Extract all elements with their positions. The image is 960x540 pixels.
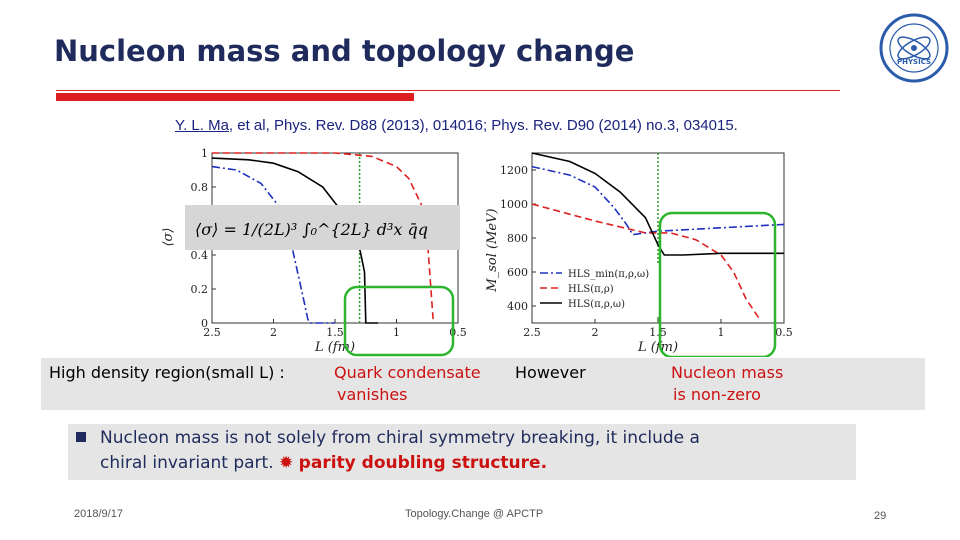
y-tick-label: 1 — [201, 147, 208, 160]
x-tick-label: 2.5 — [203, 326, 221, 339]
x-tick-label: 2.5 — [523, 326, 541, 339]
quark-condensate-text: Quark condensate — [334, 363, 481, 382]
legend-label: HLS_min(π,ρ,ω) — [568, 269, 649, 280]
x-tick-label: 1 — [393, 326, 400, 339]
condensate-formula: ⟨σ⟩ = 1/(2L)³ ∫₀^{2L} d³x q̄q — [195, 220, 428, 239]
y-tick-label: 800 — [507, 232, 528, 245]
conclusion-line-1: Nucleon mass is not solely from chiral s… — [100, 428, 700, 448]
x-tick-label: 1.5 — [649, 326, 667, 339]
footer-date: 2018/9/17 — [74, 508, 123, 520]
figure-panels: 2.521.510.500.20.40.60.81L (fm)⟨σ⟩ 2.521… — [161, 147, 793, 357]
highlight-band: High density region(small L) : Quark con… — [41, 358, 925, 410]
y-tick-label: 400 — [507, 300, 528, 313]
y-tick-label: 1200 — [500, 164, 528, 177]
legend-box — [536, 263, 674, 315]
x-tick-label: 2 — [270, 326, 277, 339]
however-text: However — [515, 363, 586, 382]
non-zero-text: is non-zero — [673, 385, 761, 404]
x-tick-label: 1.5 — [326, 326, 344, 339]
footer-center: Topology.Change @ APCTP — [405, 508, 544, 520]
y-tick-label: 1000 — [500, 198, 528, 211]
y-axis-label: M_sol (MeV) — [485, 208, 500, 292]
logo-center-text: PHYSICS — [897, 58, 931, 66]
chiral-invariant-text: chiral invariant part. — [100, 453, 274, 473]
reference-details: , et al, Phys. Rev. D88 (2013), 014016; … — [228, 117, 738, 134]
y-tick-label: 0.8 — [191, 181, 209, 194]
series-line-1 — [531, 203, 760, 319]
title-rule-red — [56, 93, 414, 101]
page-number: 29 — [874, 510, 887, 522]
legend-label: HLS(π,ρ,ω) — [568, 299, 625, 310]
x-tick-label: 2 — [592, 326, 599, 339]
series-line-2 — [211, 165, 335, 324]
y-axis-label: ⟨σ⟩ — [161, 227, 176, 246]
slide-title: Nucleon mass and topology change — [54, 34, 635, 68]
chart-nucleon-mass: 2.5 2 1.5 1 0.5 400 600 800 1000 1200 L (fm) M_sol … — [485, 152, 793, 355]
reference-citation: Y. L. Ma, et al, Phys. Rev. D88 (2013), … — [175, 117, 738, 134]
series-line-2 — [531, 152, 784, 256]
parity-doubling-text: parity doubling structure. — [298, 453, 548, 473]
reference-author[interactable]: Y. L. Ma — [175, 117, 229, 134]
highlight-box-condensate — [343, 285, 455, 357]
formula-box — [185, 205, 460, 250]
y-tick-label: 0.4 — [191, 249, 209, 262]
x-tick-label: 0.5 — [775, 326, 793, 339]
chart-condensate: 2.521.510.500.20.40.60.81L (fm)⟨σ⟩ — [161, 147, 467, 355]
x-tick-label: 1 — [718, 326, 725, 339]
title-rule-thin — [56, 90, 840, 91]
y-tick-label: 600 — [507, 266, 528, 279]
y-tick-label: 0 — [201, 317, 208, 330]
high-density-label: High density region(small L) : — [49, 363, 285, 382]
series-line-1 — [212, 152, 435, 324]
square-bullet-icon — [76, 432, 86, 442]
conclusion-line-2: chiral invariant part. ✹ parity doubling… — [100, 453, 547, 473]
highlight-box-mass — [658, 211, 777, 357]
x-axis-label: L (fm) — [637, 340, 678, 355]
conclusion-band: Nucleon mass is not solely from chiral s… — [68, 424, 856, 480]
legend-label: HLS(π,ρ) — [568, 284, 614, 295]
vanishes-text: vanishes — [337, 385, 408, 404]
burst-bullet-icon: ✹ — [279, 453, 294, 473]
physics-college-logo-icon: PHYSICS — [879, 13, 949, 83]
series-line-0 — [531, 165, 785, 236]
y-tick-label: 0.2 — [191, 283, 209, 296]
nucleon-mass-text: Nucleon mass — [671, 363, 784, 382]
